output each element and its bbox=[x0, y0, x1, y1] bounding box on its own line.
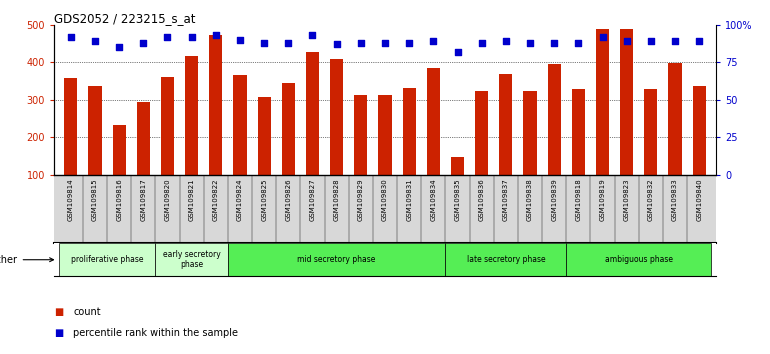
Text: ■: ■ bbox=[54, 328, 63, 338]
Text: proliferative phase: proliferative phase bbox=[71, 255, 143, 264]
Text: GSM109833: GSM109833 bbox=[672, 178, 678, 221]
Point bbox=[427, 39, 440, 44]
Text: GSM109838: GSM109838 bbox=[527, 178, 533, 221]
Text: GSM109822: GSM109822 bbox=[213, 178, 219, 221]
Text: GSM109821: GSM109821 bbox=[189, 178, 195, 221]
Bar bbox=[547, 64, 561, 175]
Point bbox=[234, 37, 246, 42]
Text: GSM109836: GSM109836 bbox=[479, 178, 484, 221]
Bar bbox=[137, 102, 150, 175]
Text: GDS2052 / 223215_s_at: GDS2052 / 223215_s_at bbox=[54, 12, 196, 25]
Text: GSM109832: GSM109832 bbox=[648, 178, 654, 221]
Text: GSM109827: GSM109827 bbox=[310, 178, 316, 221]
Point bbox=[572, 40, 584, 46]
Text: mid secretory phase: mid secretory phase bbox=[297, 255, 376, 264]
Text: GSM109824: GSM109824 bbox=[237, 178, 243, 221]
Text: GSM109814: GSM109814 bbox=[68, 178, 74, 221]
Point bbox=[65, 34, 77, 40]
Point bbox=[500, 39, 512, 44]
Text: GSM109815: GSM109815 bbox=[92, 178, 98, 221]
Bar bbox=[156, 243, 228, 276]
Bar bbox=[620, 29, 634, 175]
Point bbox=[330, 41, 343, 47]
Text: early secretory
phase: early secretory phase bbox=[162, 250, 220, 269]
Text: GSM109819: GSM109819 bbox=[600, 178, 605, 221]
Bar bbox=[354, 95, 367, 175]
Text: GSM109837: GSM109837 bbox=[503, 178, 509, 221]
Point bbox=[379, 40, 391, 46]
Text: GSM109826: GSM109826 bbox=[286, 178, 291, 221]
Point bbox=[162, 34, 174, 40]
Bar bbox=[209, 35, 223, 175]
Point bbox=[548, 40, 561, 46]
Bar bbox=[499, 74, 513, 175]
Text: GSM109829: GSM109829 bbox=[358, 178, 364, 221]
Bar bbox=[644, 90, 658, 175]
Point bbox=[258, 40, 270, 46]
Text: GSM109820: GSM109820 bbox=[165, 178, 170, 221]
Point bbox=[451, 49, 464, 55]
Text: GSM109825: GSM109825 bbox=[261, 178, 267, 221]
Point bbox=[186, 34, 198, 40]
Bar bbox=[445, 243, 566, 276]
Point bbox=[669, 39, 681, 44]
Text: GSM109831: GSM109831 bbox=[406, 178, 412, 221]
Bar bbox=[475, 91, 488, 175]
Text: GSM109830: GSM109830 bbox=[382, 178, 388, 221]
Bar bbox=[566, 243, 711, 276]
Point bbox=[209, 33, 222, 38]
Bar bbox=[571, 90, 585, 175]
Bar bbox=[282, 82, 295, 175]
Bar bbox=[692, 86, 706, 175]
Text: GSM109818: GSM109818 bbox=[575, 178, 581, 221]
Text: GSM109834: GSM109834 bbox=[430, 178, 437, 221]
Point bbox=[476, 40, 488, 46]
Text: GSM109828: GSM109828 bbox=[333, 178, 340, 221]
Point bbox=[282, 40, 294, 46]
Bar bbox=[451, 157, 464, 175]
Point bbox=[621, 39, 633, 44]
Point bbox=[306, 33, 319, 38]
Text: GSM109840: GSM109840 bbox=[696, 178, 702, 221]
Point bbox=[596, 34, 608, 40]
Text: percentile rank within the sample: percentile rank within the sample bbox=[73, 328, 238, 338]
Bar bbox=[59, 243, 156, 276]
Bar bbox=[306, 52, 319, 175]
Bar bbox=[403, 88, 416, 175]
Bar bbox=[89, 86, 102, 175]
Text: GSM109835: GSM109835 bbox=[454, 178, 460, 221]
Point bbox=[644, 39, 657, 44]
Bar bbox=[668, 63, 681, 175]
Bar bbox=[233, 75, 246, 175]
Text: GSM109823: GSM109823 bbox=[624, 178, 630, 221]
Text: GSM109816: GSM109816 bbox=[116, 178, 122, 221]
Bar bbox=[524, 91, 537, 175]
Text: GSM109817: GSM109817 bbox=[140, 178, 146, 221]
Text: ambiguous phase: ambiguous phase bbox=[604, 255, 673, 264]
Bar bbox=[378, 95, 392, 175]
Bar bbox=[161, 78, 174, 175]
Text: other: other bbox=[0, 255, 53, 265]
Point bbox=[89, 39, 101, 44]
Bar bbox=[228, 243, 445, 276]
Point bbox=[137, 40, 149, 46]
Bar bbox=[257, 97, 271, 175]
Text: late secretory phase: late secretory phase bbox=[467, 255, 545, 264]
Bar bbox=[64, 78, 78, 175]
Point bbox=[355, 40, 367, 46]
Bar bbox=[330, 59, 343, 175]
Bar bbox=[185, 56, 199, 175]
Point bbox=[693, 39, 705, 44]
Text: GSM109839: GSM109839 bbox=[551, 178, 557, 221]
Point bbox=[113, 45, 126, 50]
Text: ■: ■ bbox=[54, 307, 63, 316]
Bar bbox=[427, 68, 440, 175]
Text: count: count bbox=[73, 307, 101, 316]
Point bbox=[403, 40, 415, 46]
Bar bbox=[112, 125, 126, 175]
Point bbox=[524, 40, 536, 46]
Bar bbox=[596, 29, 609, 175]
